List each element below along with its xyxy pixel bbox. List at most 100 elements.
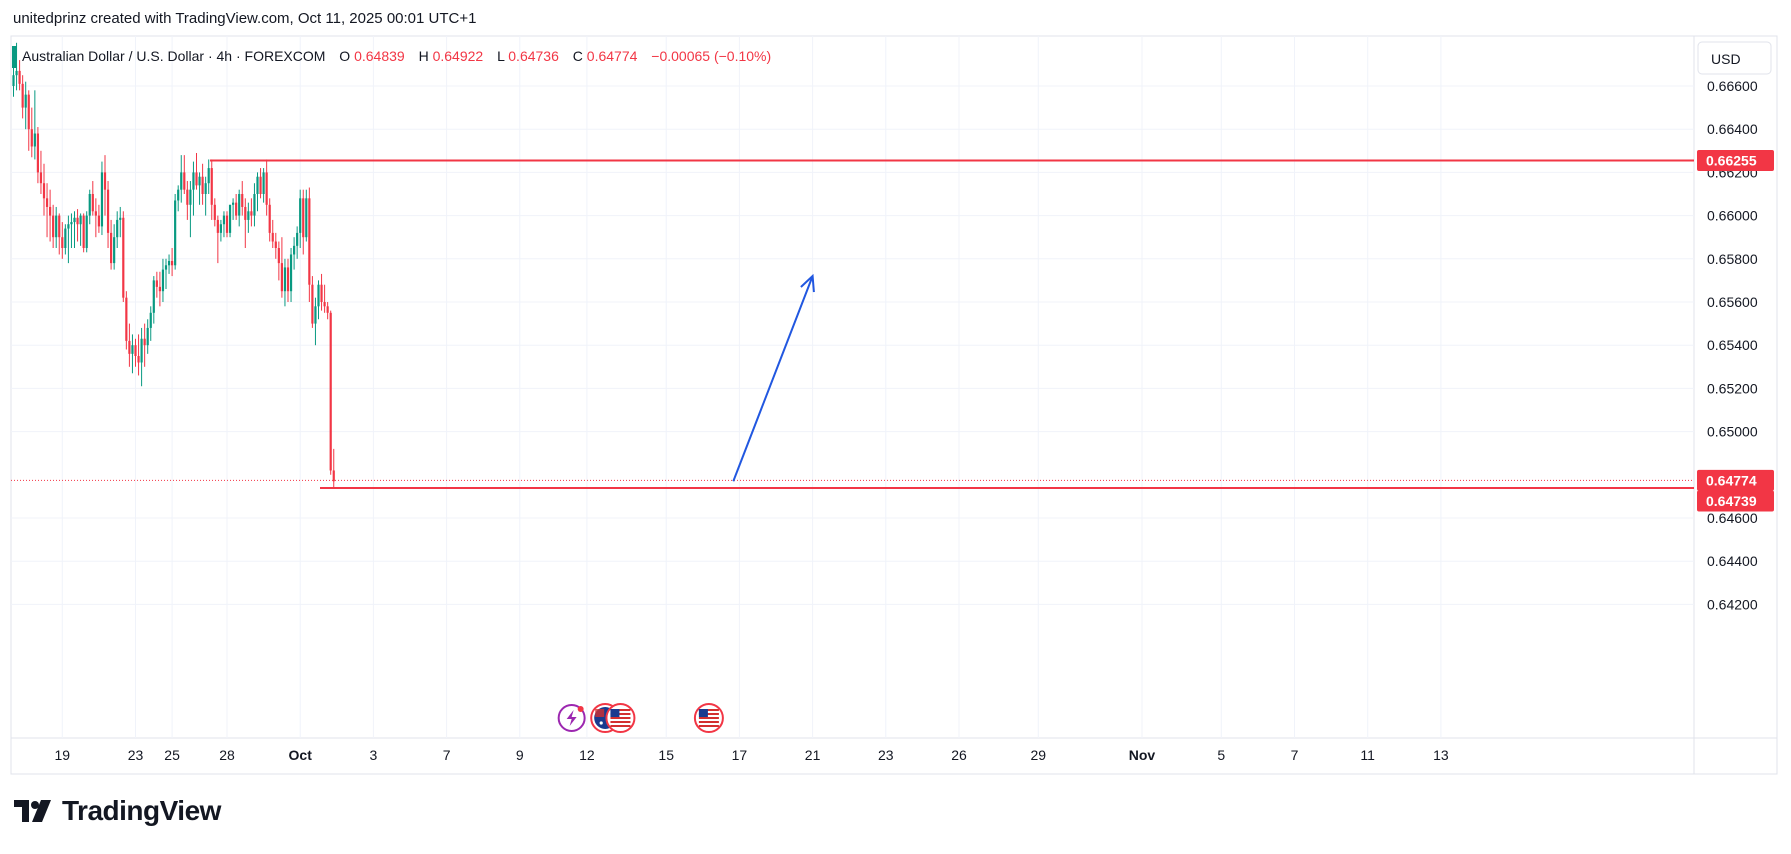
candle-body <box>244 206 247 220</box>
candle <box>30 107 33 158</box>
candle-body <box>192 172 195 190</box>
us-flag-icon[interactable] <box>605 703 636 733</box>
chart-frame <box>10 35 1778 775</box>
candle <box>97 204 100 233</box>
candle-body <box>140 338 143 363</box>
candle-body <box>216 219 219 233</box>
support-price-tag-bg <box>1697 490 1774 512</box>
candle-body <box>18 70 21 84</box>
candle-body <box>30 129 33 147</box>
flag-canton-icon <box>595 709 605 717</box>
price-tick-label: 0.65200 <box>1707 380 1758 396</box>
candle-body <box>198 176 201 186</box>
open-value: 0.64839 <box>354 48 405 64</box>
candle-body <box>305 198 308 238</box>
candle-body <box>296 232 299 246</box>
tradingview-logo[interactable]: TradingView <box>14 795 221 827</box>
candle <box>152 276 155 324</box>
price-tick-label: 0.65000 <box>1707 424 1758 440</box>
candle <box>293 237 296 270</box>
candle <box>174 194 177 270</box>
candle-body <box>73 217 76 223</box>
candle-body <box>164 265 168 270</box>
candle-body <box>326 306 329 313</box>
time-axis[interactable]: 19 23 25 28 Oct 3 7 9 12 15 17 21 23 26 29 Nov 5 7 11 13 <box>55 747 1449 763</box>
change-value: −0.00065 (−0.10%) <box>651 48 771 64</box>
candle <box>180 155 183 203</box>
candle <box>116 211 119 248</box>
candle-body <box>27 94 30 130</box>
candle-body <box>262 172 265 194</box>
candle-body <box>293 245 296 255</box>
candle <box>201 163 204 205</box>
candle <box>198 172 201 205</box>
candle <box>36 127 39 184</box>
candle-body <box>241 194 244 207</box>
chart-attribution: unitedprinz created with TradingView.com… <box>13 10 477 27</box>
candle-body <box>91 194 94 212</box>
candle <box>320 273 323 311</box>
candle <box>167 254 171 274</box>
candle <box>94 198 97 238</box>
price-tick-label: 0.66400 <box>1707 121 1758 137</box>
candle <box>27 90 30 151</box>
chart-legend: Australian Dollar / U.S. Dollar · 4h · F… <box>12 46 771 68</box>
candle-body <box>143 338 146 346</box>
candle-body <box>174 200 177 266</box>
candle <box>91 181 94 216</box>
support-price-tag: 0.64739 <box>1697 490 1774 512</box>
candle <box>113 224 116 270</box>
candle <box>271 219 274 248</box>
candle-body <box>85 215 88 248</box>
currency-button[interactable]: USD <box>1697 41 1772 75</box>
time-tick-label: 29 <box>1031 747 1047 763</box>
time-tick-label: 11 <box>1360 747 1375 763</box>
price-tick-label: 0.65600 <box>1707 294 1758 310</box>
candle-body <box>265 172 268 205</box>
candle-body <box>76 217 79 225</box>
price-tick-label: 0.65400 <box>1707 337 1758 353</box>
time-tick-label: 12 <box>579 747 595 763</box>
price-tick-label: 0.66600 <box>1707 78 1758 94</box>
candle-body <box>280 263 283 292</box>
price-axis[interactable]: 0.666000.664000.662000.660000.658000.656… <box>1697 78 1774 612</box>
candle-body <box>15 70 18 76</box>
candle-body <box>158 286 161 292</box>
event-markers[interactable] <box>557 703 724 733</box>
candle-body <box>195 172 198 186</box>
time-tick-label: 15 <box>658 747 674 763</box>
candle-body <box>259 176 262 194</box>
candle <box>289 248 293 302</box>
candle-body <box>152 280 155 313</box>
candle-body <box>311 284 314 324</box>
flag-stripe-icon <box>698 717 719 719</box>
time-tick-label: 25 <box>164 747 180 763</box>
current-price-tag-bg <box>1697 469 1774 491</box>
high-value: 0.64922 <box>433 48 484 64</box>
candle-body <box>180 172 183 190</box>
candle <box>88 189 91 225</box>
high-label: H <box>419 48 429 64</box>
svg-text:Australian Dollar / U.S. Dolla: Australian Dollar / U.S. Dollar · 4h · F… <box>22 48 771 64</box>
candle <box>183 155 186 194</box>
candle-body <box>210 168 213 205</box>
candle-body <box>329 312 332 471</box>
candle-body <box>286 267 290 292</box>
candle <box>268 198 271 242</box>
candle <box>232 198 235 220</box>
candle <box>332 448 335 488</box>
candle <box>33 90 36 160</box>
candle <box>311 276 314 328</box>
candle <box>39 150 43 194</box>
time-tick-label: 5 <box>1217 747 1225 763</box>
candle-body <box>253 194 256 216</box>
us-flag-icon[interactable] <box>693 703 724 733</box>
candle <box>195 152 198 190</box>
candle-body <box>33 133 36 147</box>
economic-event-icon[interactable] <box>557 704 586 732</box>
candle <box>171 248 174 277</box>
symbol-title: Australian Dollar / U.S. Dollar · 4h · F… <box>22 48 325 64</box>
low-label: L <box>497 48 505 64</box>
chart-drawings[interactable] <box>11 159 1694 489</box>
